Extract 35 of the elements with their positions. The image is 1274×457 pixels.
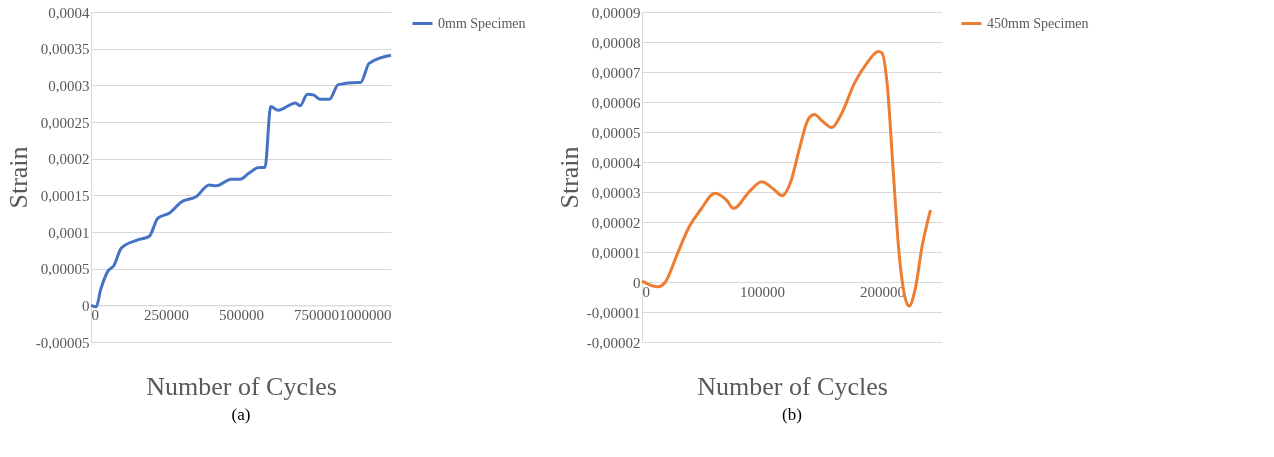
y-tick-label: 0,00006 (591, 94, 641, 111)
text: (a) (231, 405, 251, 424)
x-tick-label: 100000 (740, 283, 785, 300)
line-series (640, 50, 932, 308)
x-axis-title: Number of Cycles (146, 371, 337, 401)
y-tick-label: 0,00005 (40, 261, 90, 278)
y-tick-label: -0,00002 (586, 334, 641, 351)
y-tick-label: 0,0004 (48, 4, 90, 21)
x-tick-label: 1000000 (339, 306, 392, 323)
y-axis-title: Strain (3, 146, 33, 209)
text: (b) (782, 405, 802, 424)
y-tick-label: -0,00001 (586, 304, 641, 321)
y-tick-label: 0,00002 (591, 214, 641, 231)
y-axis-title: Strain (554, 146, 584, 209)
y-tick-label: 0,00008 (591, 34, 641, 51)
x-axis-title: Number of Cycles (697, 371, 888, 401)
y-tick-label: 0,00004 (591, 154, 641, 171)
line-series (89, 53, 393, 309)
y-tick-label: 0,00025 (40, 114, 90, 131)
x-tick-label: 500000 (219, 306, 264, 323)
y-tick-label: 0,00009 (591, 4, 641, 21)
y-tick-label: 0,00035 (40, 41, 90, 58)
legend-label: 450mm Specimen (987, 15, 1089, 31)
y-tick-label: 0,00003 (591, 184, 641, 201)
y-tick-label: 0,00001 (591, 244, 641, 261)
legend-label: 0mm Specimen (438, 15, 526, 31)
y-tick-label: 0,0001 (48, 224, 90, 241)
y-tick-label: 0,00015 (40, 187, 90, 204)
y-tick-label: -0,00005 (35, 334, 90, 351)
y-tick-label: 0,00005 (591, 124, 641, 141)
y-tick-label: 0,00007 (591, 64, 641, 81)
x-tick-label: 750000 (294, 306, 339, 323)
y-tick-label: 0,0003 (48, 77, 90, 94)
y-tick-label: 0,0002 (48, 151, 90, 168)
x-tick-label: 250000 (144, 306, 189, 323)
